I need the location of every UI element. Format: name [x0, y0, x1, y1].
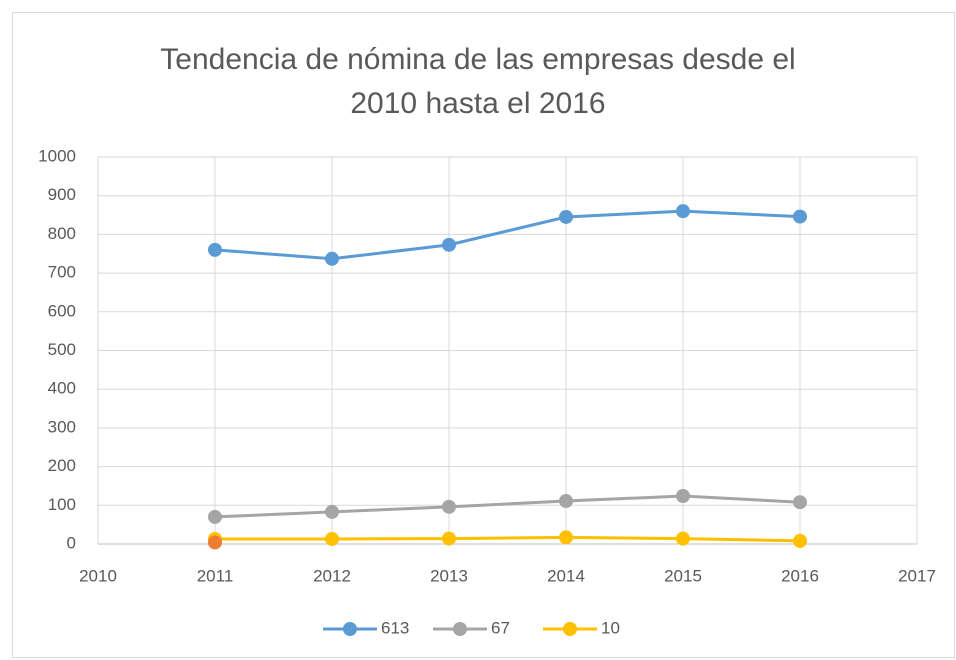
legend-label: 10 [601, 618, 620, 637]
data-point [559, 494, 573, 509]
data-point [325, 504, 339, 519]
chart-title: Tendencia de nómina de las empresas desd… [160, 43, 796, 120]
data-point [442, 531, 456, 546]
legend-marker [563, 622, 577, 636]
y-tick-label: 700 [48, 263, 76, 282]
y-tick-label: 500 [48, 340, 76, 359]
data-point [442, 499, 456, 514]
x-tick-label: 2013 [430, 566, 468, 585]
legend-marker [453, 622, 467, 636]
data-point [325, 531, 339, 546]
data-point [442, 237, 456, 252]
legend-label: 613 [381, 618, 409, 637]
data-point [559, 209, 573, 224]
series-line [214, 494, 801, 519]
x-tick-label: 2010 [79, 566, 117, 585]
x-tick-label: 2016 [781, 566, 819, 585]
data-point [325, 251, 339, 266]
y-tick-label: 200 [48, 456, 76, 475]
data-point [676, 531, 690, 546]
y-tick-label: 600 [48, 301, 76, 320]
data-point [208, 509, 222, 524]
legend-marker [343, 622, 357, 636]
x-tick-label: 2015 [664, 566, 702, 585]
data-point [676, 204, 690, 219]
data-point [208, 242, 222, 257]
series-line [214, 209, 801, 261]
x-tick-label: 2011 [197, 566, 234, 585]
y-tick-label: 300 [48, 417, 76, 436]
y-tick-label: 100 [48, 495, 76, 514]
x-tick-label: 2012 [313, 566, 351, 585]
y-tick-label: 0 [67, 533, 76, 552]
y-tick-label: 1000 [38, 146, 76, 165]
data-point [793, 533, 807, 548]
data-point [676, 489, 690, 504]
series-line [215, 535, 801, 543]
data-point [793, 495, 807, 510]
data-point [793, 209, 807, 224]
x-tick-label: 2017 [898, 566, 936, 585]
legend-label: 67 [491, 618, 510, 637]
x-tick-label: 2014 [547, 566, 585, 585]
y-tick-label: 800 [48, 224, 76, 243]
chart-border [12, 12, 955, 658]
y-tick-label: 400 [48, 379, 76, 398]
data-point [208, 535, 222, 550]
data-point [559, 530, 573, 545]
y-tick-label: 900 [48, 185, 76, 204]
